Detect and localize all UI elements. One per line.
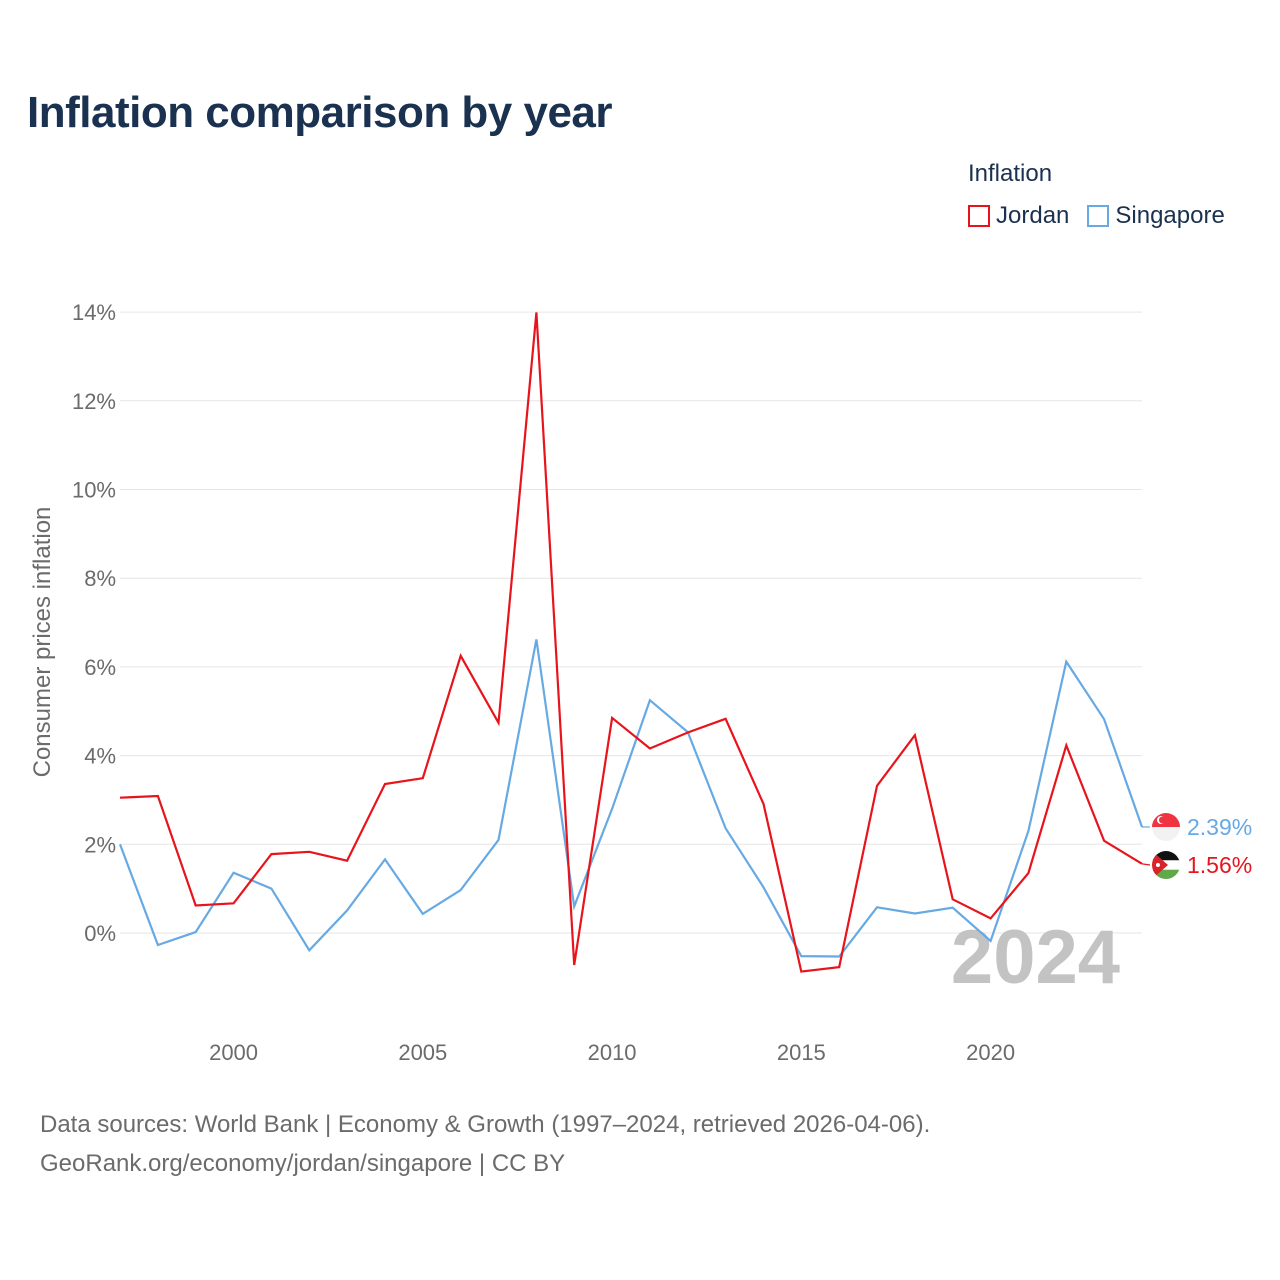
legend-swatch-jordan <box>968 205 990 227</box>
end-label-value: 1.56% <box>1187 852 1252 878</box>
x-tick-label: 2005 <box>398 1040 447 1065</box>
legend-item-jordan[interactable]: Jordan <box>968 202 1069 230</box>
flag-stripe-white <box>1152 827 1180 842</box>
page-title: Inflation comparison by year <box>27 88 613 137</box>
x-tick-label: 2010 <box>588 1040 637 1065</box>
end-labels: 1.56% 2.39% <box>1141 813 1252 880</box>
y-axis-ticks: 0% 2% 4% 6% 8% 10% 12% 14% <box>72 300 116 946</box>
y-tick-label: 0% <box>84 921 116 946</box>
legend-title: Inflation <box>968 160 1053 187</box>
footer-link[interactable]: GeoRank.org/economy/jordan/singapore | C… <box>40 1150 566 1177</box>
y-tick-label: 4% <box>84 744 116 769</box>
legend-label-jordan: Jordan <box>996 202 1070 229</box>
legend-item-singapore[interactable]: Singapore <box>1087 202 1225 230</box>
legend: Inflation Jordan Singapore <box>968 160 1225 230</box>
series-line-singapore <box>118 639 1144 958</box>
y-tick-label: 6% <box>84 655 116 680</box>
x-tick-label: 2020 <box>966 1040 1015 1065</box>
singapore-flag-icon <box>1152 813 1180 842</box>
x-tick-label: 2000 <box>209 1040 258 1065</box>
legend-label-singapore: Singapore <box>1115 202 1225 229</box>
jordan-flag-icon <box>1152 851 1180 880</box>
y-tick-label: 8% <box>84 566 116 591</box>
end-label-jordan: 1.56% <box>1141 851 1252 880</box>
footer-sources: Data sources: World Bank | Economy & Gro… <box>40 1111 931 1138</box>
y-tick-label: 14% <box>72 300 116 325</box>
flag-star <box>1156 863 1160 868</box>
y-tick-label: 2% <box>84 832 116 857</box>
end-label-singapore: 2.39% <box>1142 813 1252 842</box>
flag-stripe-green <box>1152 869 1180 880</box>
series-line-jordan <box>119 312 1143 973</box>
x-tick-label: 2015 <box>777 1040 826 1065</box>
y-axis-label: Consumer prices inflation <box>29 507 56 778</box>
y-tick-label: 10% <box>72 478 116 503</box>
y-tick-label: 12% <box>72 389 116 414</box>
year-watermark: 2024 <box>951 915 1120 1000</box>
gridlines <box>120 311 1142 934</box>
end-label-value: 2.39% <box>1187 814 1252 840</box>
legend-swatch-singapore <box>1087 205 1110 227</box>
flag-crescent-cut <box>1159 816 1166 824</box>
flag-stripe-black <box>1152 851 1180 861</box>
x-axis-ticks: 2000 2005 2010 2015 2020 <box>209 1040 1015 1065</box>
footer: Data sources: World Bank | Economy & Gro… <box>40 1105 930 1183</box>
end-label-connector <box>1141 863 1151 866</box>
series-lines <box>118 312 1144 973</box>
